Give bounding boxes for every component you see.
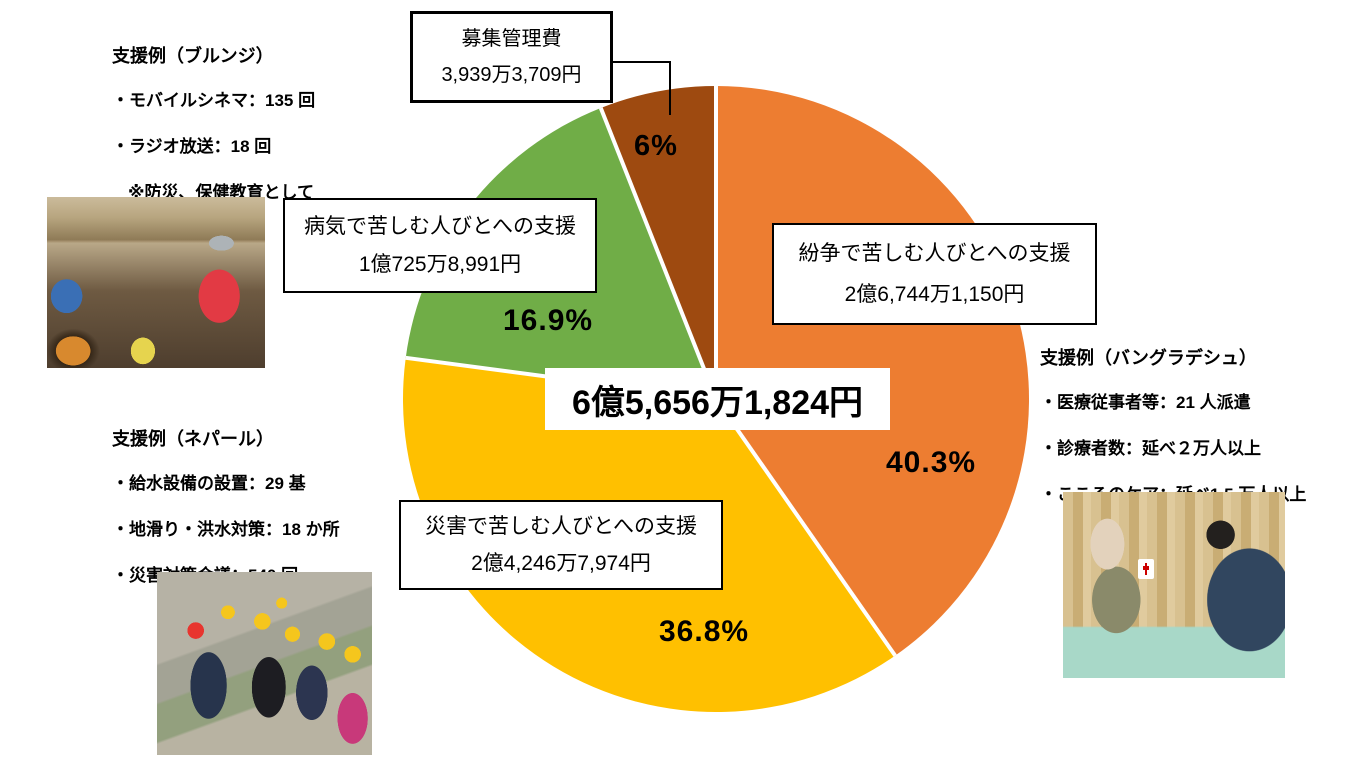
red-cross-badge-icon xyxy=(1138,558,1155,579)
callout-admin-cost: 募集管理費 3,939万3,709円 xyxy=(410,11,613,103)
note-item: ・地滑り・洪水対策：18 か所 xyxy=(112,520,340,539)
note-item: ・医療従事者等：21 人派遣 xyxy=(1040,393,1251,412)
callout-disease-amount: 1億725万8,991円 xyxy=(358,252,522,276)
photo-nepal-disaster-training xyxy=(157,572,372,755)
callout-disease-support: 病気で苦しむ人びとへの支援 1億725万8,991円 xyxy=(283,198,597,293)
pie-slice-separator xyxy=(714,397,897,657)
percent-label-admin: 6% xyxy=(634,130,678,162)
callout-conflict-label: 紛争で苦しむ人びとへの支援 xyxy=(798,242,1071,266)
callout-disease-label: 病気で苦しむ人びとへの支援 xyxy=(304,214,576,238)
callout-admin-label: 募集管理費 xyxy=(461,28,562,50)
total-amount: 6億5,656万1,824円 xyxy=(545,368,890,430)
note-item: ・ラジオ放送：18 回 xyxy=(112,137,272,156)
callout-disaster-amount: 2億4,246万7,974円 xyxy=(471,551,651,575)
callout-conflict-support: 紛争で苦しむ人びとへの支援 2億6,744万1,150円 xyxy=(772,223,1097,325)
pie-slice-separator xyxy=(598,107,718,400)
percent-label-disaster: 36.8% xyxy=(659,615,750,648)
callout-disaster-support: 災害で苦しむ人びとへの支援 2億4,246万7,974円 xyxy=(399,500,723,590)
percent-label-conflict: 40.3% xyxy=(886,446,977,479)
photo-bangladesh-medical-care xyxy=(1063,492,1285,678)
support-example-bangladesh-title: 支援例（バングラデシュ） xyxy=(1040,348,1257,368)
support-example-nepal-title: 支援例（ネパール） xyxy=(112,429,274,449)
callout-admin-amount: 3,939万3,709円 xyxy=(441,64,582,86)
support-example-burundi-title: 支援例（ブルンジ） xyxy=(112,46,274,66)
callout-disaster-label: 災害で苦しむ人びとへの支援 xyxy=(425,515,697,539)
note-item: ・給水設備の設置：29 基 xyxy=(112,474,306,493)
note-item: ・診療者数：延べ２万人以上 xyxy=(1040,439,1261,458)
photo-burundi-mobile-cinema xyxy=(47,197,265,368)
note-item: ・モバイルシネマ：135 回 xyxy=(112,91,316,110)
callout-connector-line xyxy=(613,61,671,115)
callout-conflict-amount: 2億6,744万1,150円 xyxy=(844,282,1025,306)
percent-label-disease: 16.9% xyxy=(503,304,594,337)
pie-slice-admin xyxy=(600,86,716,399)
